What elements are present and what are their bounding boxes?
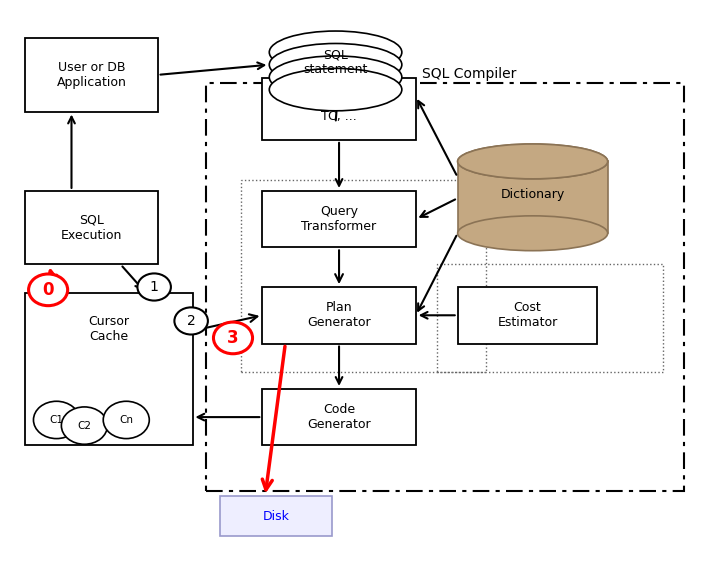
Bar <box>263 287 416 344</box>
Ellipse shape <box>457 144 608 179</box>
Text: 2: 2 <box>187 314 196 328</box>
Bar <box>206 83 684 491</box>
Bar <box>457 161 608 233</box>
Circle shape <box>61 407 107 444</box>
Ellipse shape <box>269 44 402 86</box>
Text: SQL
Execution: SQL Execution <box>61 214 122 242</box>
Text: SQL Compiler: SQL Compiler <box>422 67 517 80</box>
Bar <box>263 389 416 445</box>
Ellipse shape <box>457 144 608 179</box>
Circle shape <box>28 274 68 306</box>
Ellipse shape <box>269 56 402 98</box>
Bar <box>457 287 597 344</box>
Bar <box>25 293 193 445</box>
Text: 3: 3 <box>227 329 239 347</box>
Bar <box>263 77 416 140</box>
Text: C2: C2 <box>78 421 91 430</box>
Bar <box>241 180 486 372</box>
Ellipse shape <box>269 68 402 111</box>
Text: Parser, SA,
TC, ...: Parser, SA, TC, ... <box>305 95 373 123</box>
Text: Query
Transformer: Query Transformer <box>301 205 376 233</box>
Text: Cn: Cn <box>119 415 133 425</box>
Text: Plan
Generator: Plan Generator <box>307 301 371 329</box>
Circle shape <box>174 307 208 335</box>
Bar <box>437 265 664 372</box>
Text: Code
Generator: Code Generator <box>307 403 371 431</box>
Text: User or DB
Application: User or DB Application <box>56 61 126 89</box>
Text: SQL
statement: SQL statement <box>304 48 368 76</box>
Text: 0: 0 <box>42 281 54 299</box>
Bar <box>263 191 416 247</box>
Text: C1: C1 <box>49 415 64 425</box>
Circle shape <box>213 322 253 354</box>
Circle shape <box>138 273 171 301</box>
Circle shape <box>103 401 149 439</box>
Text: 1: 1 <box>150 280 159 294</box>
Text: Cursor
Cache: Cursor Cache <box>88 315 129 343</box>
Ellipse shape <box>457 216 608 251</box>
Text: Cost
Estimator: Cost Estimator <box>497 301 558 329</box>
Text: Disk: Disk <box>263 510 289 522</box>
Text: Dictionary: Dictionary <box>501 188 565 201</box>
Bar <box>25 38 157 112</box>
Bar <box>220 497 332 536</box>
Bar <box>25 191 157 265</box>
Ellipse shape <box>269 31 402 73</box>
Circle shape <box>33 401 80 439</box>
